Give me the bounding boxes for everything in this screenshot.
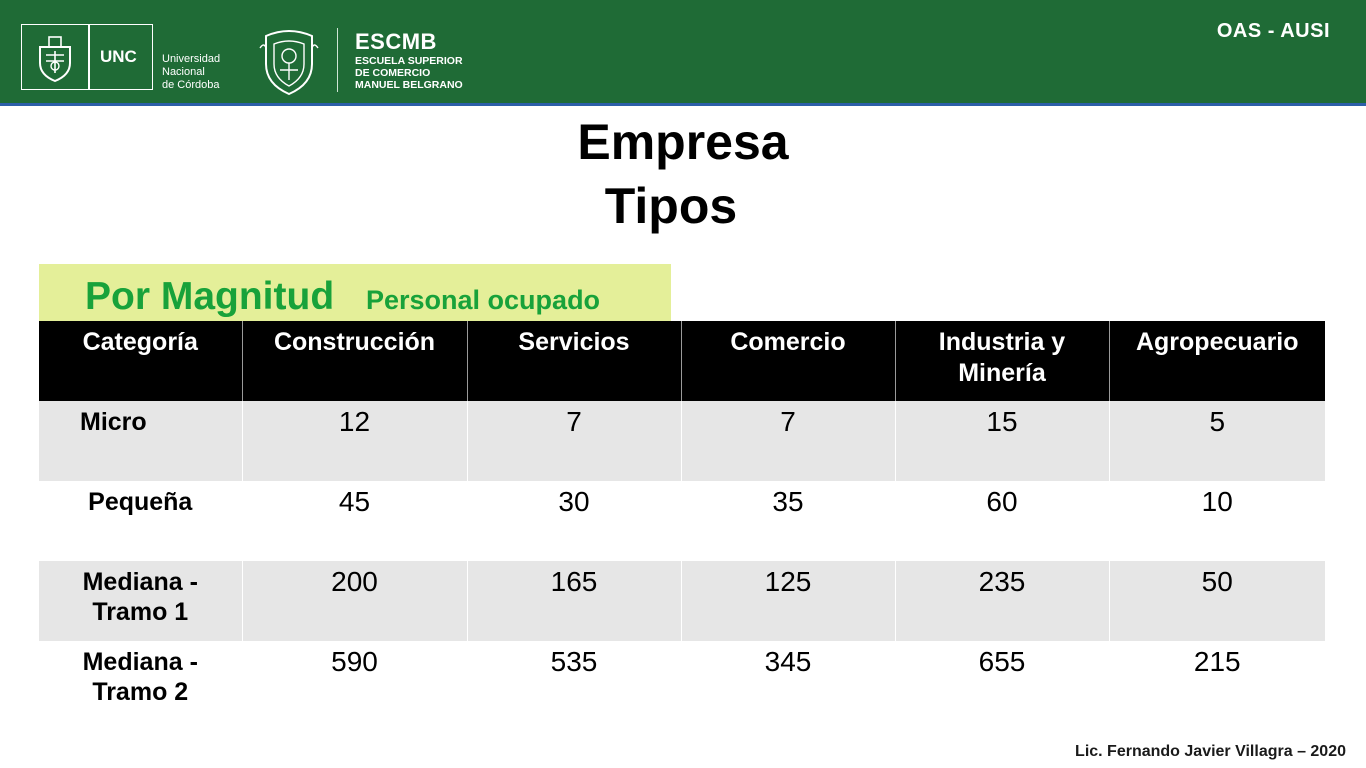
table-cell: 50 bbox=[1109, 561, 1325, 641]
table-cell: 165 bbox=[467, 561, 682, 641]
column-header: Construcción bbox=[242, 321, 468, 401]
table-cell: 345 bbox=[681, 641, 896, 721]
table-cell: 35 bbox=[681, 481, 896, 561]
section-title: Por Magnitud bbox=[85, 275, 335, 318]
course-label: OAS - AUSI bbox=[1216, 20, 1330, 42]
table-cell: 215 bbox=[1193, 646, 1241, 677]
school-name: ESCUELA SUPERIOR DE COMERCIO MANUEL BELG… bbox=[355, 55, 463, 91]
table-cell: 30 bbox=[467, 481, 682, 561]
table-cell: 15 bbox=[895, 401, 1110, 481]
row-category: Mediana - Tramo 1 bbox=[39, 561, 243, 641]
table-cell: 60 bbox=[895, 481, 1110, 561]
row-category: Micro bbox=[39, 401, 243, 481]
column-header: Agropecuario bbox=[1109, 321, 1325, 401]
category-table: Categoría Construcción Servicios Comerci… bbox=[39, 321, 1325, 721]
university-name: Universidad Nacional de Córdoba bbox=[162, 53, 221, 91]
table-cell: 45 bbox=[242, 481, 468, 561]
slide-subtitle: Tipos bbox=[604, 178, 738, 234]
table-cell: 535 bbox=[467, 641, 682, 721]
unc-logo: UNC bbox=[21, 24, 153, 90]
table-cell: 7 bbox=[467, 401, 682, 481]
table-row: Micro 12 7 7 15 5 bbox=[39, 401, 1325, 481]
section-band: Por Magnitud Personal ocupado bbox=[39, 264, 671, 322]
table-cell: 12 bbox=[242, 401, 468, 481]
table-cell: 10 bbox=[1201, 486, 1233, 517]
table-cell: 125 bbox=[681, 561, 896, 641]
row-category: Mediana - Tramo 2 bbox=[39, 641, 243, 721]
table-cell: 200 bbox=[242, 561, 468, 641]
table-row: Mediana - Tramo 1 200 165 125 235 50 bbox=[39, 561, 1325, 641]
row-category: Pequeña bbox=[39, 481, 243, 561]
table-cell: 235 bbox=[895, 561, 1110, 641]
unc-crest-icon bbox=[39, 36, 71, 83]
column-header: Servicios bbox=[467, 321, 682, 401]
column-header: Categoría bbox=[39, 321, 243, 401]
slide-title: Empresa bbox=[577, 114, 789, 170]
unc-label: UNC bbox=[100, 47, 137, 66]
table-header-row: Categoría Construcción Servicios Comerci… bbox=[39, 321, 1325, 401]
column-header: Industria y Minería bbox=[895, 321, 1110, 401]
author-credit: Lic. Fernando Javier Villagra – 2020 bbox=[1075, 743, 1346, 760]
escmb-label: ESCMB bbox=[355, 29, 437, 54]
header-separator bbox=[337, 28, 338, 92]
table-cell: 5 bbox=[1109, 401, 1325, 481]
table-cell: 7 bbox=[681, 401, 896, 481]
table-row: Mediana - Tramo 2 590 535 345 655 215 bbox=[39, 641, 1325, 721]
column-header: Comercio bbox=[681, 321, 896, 401]
table-cell: 655 bbox=[895, 641, 1110, 721]
header-bar: UNC Universidad Nacional de Córdoba ESCM… bbox=[0, 0, 1366, 106]
table-row: Pequeña 45 30 35 60 10 bbox=[39, 481, 1325, 561]
escmb-crest-icon bbox=[259, 30, 319, 96]
section-subtitle: Personal ocupado bbox=[366, 285, 601, 315]
table-cell: 590 bbox=[242, 641, 468, 721]
